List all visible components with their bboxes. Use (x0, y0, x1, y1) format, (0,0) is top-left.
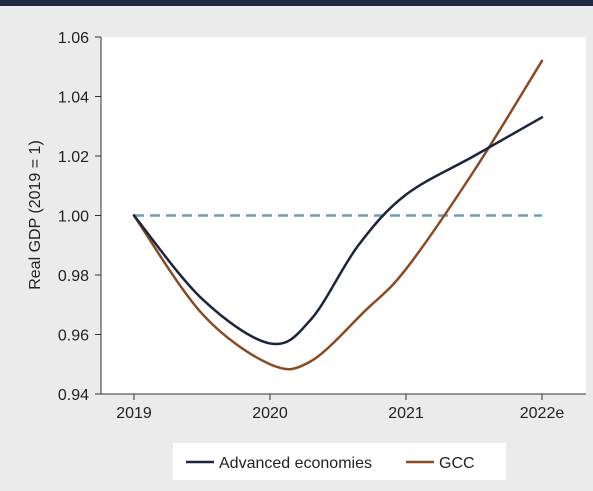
y-tick-label: 1.06 (58, 30, 89, 47)
series-layer (132, 59, 544, 371)
y-tick-layer: 0.94 0.96 0.98 1.00 1.02 1.04 1.06 (58, 30, 101, 404)
y-tick-label: 1.04 (58, 90, 89, 107)
legend-label-advanced-economies: Advanced economies (219, 455, 372, 472)
x-tick-label: 2019 (116, 405, 152, 422)
legend: Advanced economies GCC (186, 455, 475, 472)
x-tick-label: 2021 (388, 405, 424, 422)
x-tick-layer: 2019 2020 2021 2022e (116, 394, 564, 422)
series-line-gcc (132, 59, 544, 371)
y-tick-label: 1.02 (58, 149, 89, 166)
legend-label-gcc: GCC (439, 455, 475, 472)
top-rule (0, 0, 593, 6)
y-tick-label: 0.98 (58, 268, 89, 285)
y-tick-label: 1.00 (58, 209, 89, 226)
y-tick-label: 0.96 (58, 328, 89, 345)
y-axis-title: Real GDP (2019 = 1) (27, 140, 44, 290)
x-tick-label: 2022e (520, 405, 565, 422)
series-line-advanced-economies (132, 116, 544, 346)
x-tick-label: 2020 (252, 405, 288, 422)
y-tick-label: 0.94 (58, 387, 89, 404)
legend-box (173, 443, 506, 480)
